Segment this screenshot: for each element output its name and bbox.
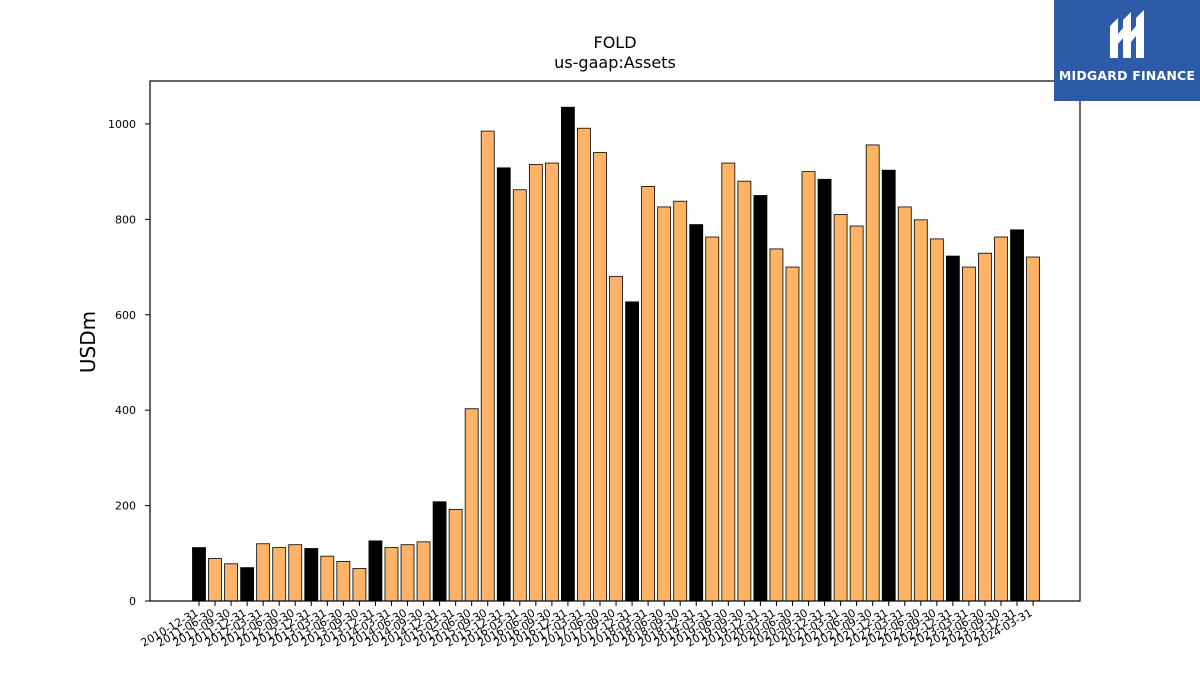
logo-text: MIDGARD FINANCE [1058, 68, 1196, 83]
bar [962, 266, 976, 602]
bar [721, 162, 736, 602]
bar [897, 206, 912, 602]
bar [881, 169, 896, 602]
bar [208, 558, 222, 602]
chart-title: FOLD [593, 33, 636, 52]
bar [561, 106, 575, 602]
bar [577, 127, 591, 602]
bar [1010, 229, 1024, 602]
bar [320, 555, 335, 602]
chart-subtitle: us-gaap:Assets [554, 53, 676, 72]
bar [673, 200, 688, 602]
bar [609, 276, 623, 602]
bar [785, 266, 800, 602]
bar [593, 152, 607, 602]
bar [625, 301, 639, 602]
bar [448, 508, 463, 602]
bar [849, 225, 864, 602]
bar [641, 186, 656, 602]
bar [801, 171, 816, 602]
bar [256, 543, 271, 602]
y-tick-label: 0 [129, 595, 136, 608]
bar [769, 248, 784, 602]
midgard-finance-logo: MIDGARD FINANCE [1054, 0, 1200, 101]
bar [288, 544, 303, 602]
bar [224, 563, 238, 602]
bar [336, 561, 351, 602]
bar [512, 189, 527, 602]
bar [432, 501, 447, 602]
bar [833, 214, 848, 602]
y-axis-ticks: 0 200 400 600 800 1000 [108, 118, 150, 608]
bar [384, 547, 399, 602]
bar [929, 238, 944, 602]
midgard-logo-icon [1110, 10, 1144, 58]
bar [528, 164, 543, 602]
y-tick-label: 600 [115, 309, 136, 322]
bar [240, 567, 255, 602]
y-axis-label: USDm [76, 311, 100, 373]
bar [464, 408, 479, 602]
bar [304, 548, 319, 602]
bar [978, 252, 992, 602]
bar [913, 219, 928, 602]
bar [352, 568, 367, 602]
bar [368, 540, 383, 602]
bar [865, 144, 880, 602]
bar [192, 547, 206, 602]
y-tick-label: 1000 [108, 118, 136, 131]
bar [657, 206, 672, 602]
bar [272, 547, 287, 602]
y-tick-label: 200 [115, 500, 136, 513]
bar [480, 130, 495, 602]
bars-group [192, 106, 1040, 602]
bar [400, 544, 415, 602]
bar [496, 167, 511, 602]
bar [1026, 256, 1040, 602]
bar [544, 162, 559, 602]
bar [416, 541, 431, 602]
bar [737, 180, 752, 602]
bar [817, 178, 832, 602]
bar [994, 236, 1008, 602]
y-tick-label: 400 [115, 404, 136, 417]
bar [689, 224, 704, 602]
x-axis-ticks: 2010-12-312011-06-302011-09-302011-12-31… [139, 601, 1035, 650]
y-tick-label: 800 [115, 213, 136, 226]
bar [705, 236, 720, 602]
bar [753, 195, 768, 602]
bar [945, 255, 960, 602]
plot-frame [149, 80, 1081, 602]
